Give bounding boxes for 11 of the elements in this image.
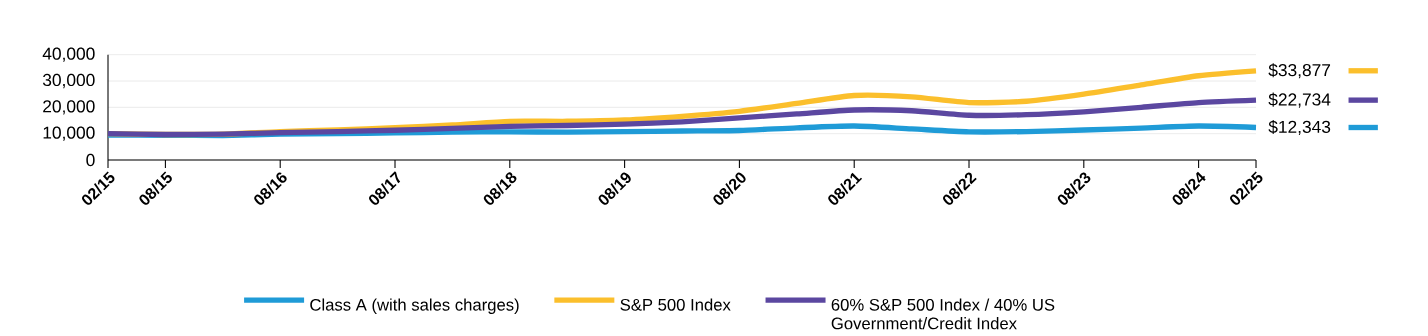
y-tick-label: 30,000 [42,73,95,89]
y-tick-label: 40,000 [42,47,95,62]
legend-label: S&P 500 Index [620,298,731,311]
y-tick-label: 20,000 [43,100,95,115]
legend-label: 60% S&P 500 Index / 40% US Government/Credit Index [831,298,1055,330]
y-tick-label: 0 [86,153,95,167]
legend-label: Class A (with sales charges) [310,298,519,314]
data-label: $33,877 [1268,63,1331,79]
data-label: $22,734 [1268,92,1331,108]
data-label: $12,343 [1268,119,1331,136]
y-tick-label: 10,000 [43,126,95,141]
